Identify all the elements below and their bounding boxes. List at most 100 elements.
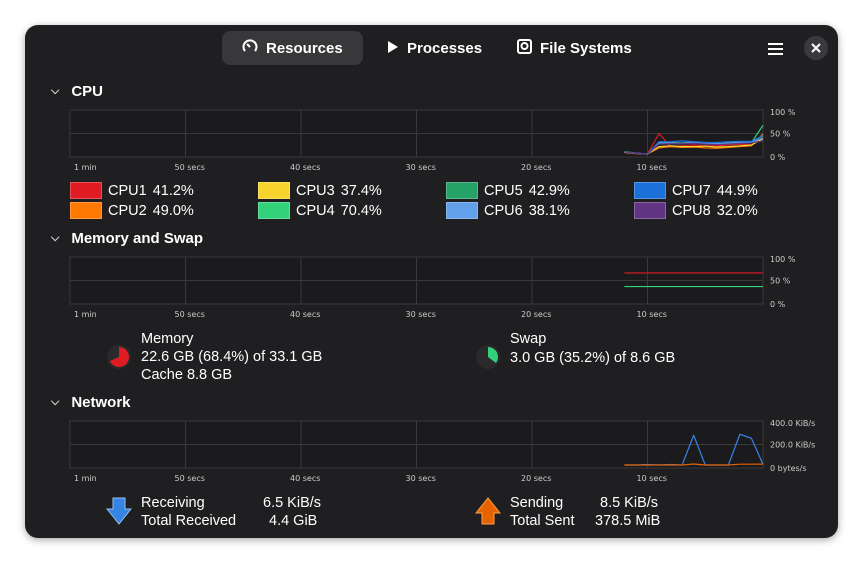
- memory-cache: Cache 8.8 GB: [141, 367, 233, 383]
- time-label: 40 secs: [290, 310, 320, 319]
- sending-value: 8.5 KiB/s: [600, 495, 659, 511]
- time-label: 30 secs: [406, 310, 436, 319]
- time-label: 50 secs: [175, 310, 205, 319]
- total-received-value: 4.4 GiB: [269, 513, 318, 529]
- receiving-info: Receiving Total Received: [141, 494, 236, 530]
- tab-label: File Systems: [540, 39, 632, 57]
- chevron-down-icon: ⌵: [51, 232, 60, 244]
- memory-info: Memory 22.6 GB (68.4%) of 33.1 GB Cache …: [141, 330, 322, 384]
- y-axis-label: 0 %: [770, 300, 786, 309]
- cpu-legend-item: CPU4 70.4%: [258, 202, 382, 219]
- cpu-value: 42.9%: [528, 182, 570, 199]
- receiving-label: Receiving: [141, 495, 205, 511]
- cpu-value: 44.9%: [716, 182, 758, 199]
- play-icon: [387, 40, 399, 57]
- chevron-down-icon: ⌵: [51, 396, 60, 408]
- cpu-value: 37.4%: [340, 182, 382, 199]
- tab-file-systems[interactable]: File Systems: [497, 31, 652, 65]
- cpu-name: CPU3: [296, 182, 335, 199]
- cpu-value: 70.4%: [340, 202, 382, 219]
- time-label: 10 secs: [637, 310, 667, 319]
- section-title: CPU: [71, 83, 104, 100]
- cpu-name: CPU8: [672, 202, 711, 219]
- total-received-label: Total Received: [141, 513, 237, 529]
- cpu-value: 32.0%: [716, 202, 758, 219]
- cpu-legend-item: CPU6 38.1%: [446, 202, 570, 219]
- close-icon: [811, 43, 821, 53]
- network-graph: 1 min 50 secs 40 secs 30 secs 20 secs 10 secs…: [69, 419, 815, 483]
- cpu-legend-item: CPU5 42.9%: [446, 182, 570, 199]
- cpu-name: CPU4: [296, 202, 335, 219]
- receiving-values: 6.5 KiB/s 4.4 GiB: [263, 494, 321, 530]
- sending-line: [624, 463, 764, 466]
- tab-label: Resources: [266, 39, 343, 57]
- cpu-name: CPU6: [484, 202, 523, 219]
- cpu-legend-item: CPU3 37.4%: [258, 182, 382, 199]
- disk-icon: [517, 38, 532, 58]
- time-label: 10 secs: [637, 474, 667, 483]
- time-label: 1 min: [74, 163, 97, 172]
- y-axis-label: 50 %: [770, 130, 791, 139]
- color-swatch[interactable]: [258, 182, 290, 199]
- color-swatch[interactable]: [634, 182, 666, 199]
- speedometer-icon: [242, 38, 258, 58]
- tab-label: Processes: [407, 39, 483, 57]
- cpu8-line: [624, 140, 764, 155]
- cpu-name: CPU7: [672, 182, 711, 199]
- memory-usage: 22.6 GB (68.4%) of 33.1 GB: [141, 349, 323, 365]
- color-swatch[interactable]: [70, 182, 102, 199]
- chevron-down-icon: ⌵: [51, 85, 60, 97]
- receiving-value: 6.5 KiB/s: [263, 495, 322, 511]
- color-swatch[interactable]: [258, 202, 290, 219]
- time-label: 30 secs: [406, 474, 436, 483]
- section-title: Network: [71, 394, 131, 411]
- cpu-value: 41.2%: [152, 182, 194, 199]
- time-label: 1 min: [74, 474, 97, 483]
- section-title: Memory and Swap: [71, 230, 204, 247]
- time-label: 10 secs: [637, 163, 667, 172]
- time-label: 40 secs: [290, 163, 320, 172]
- hamburger-menu-icon: [767, 42, 783, 55]
- time-label: 50 secs: [175, 474, 205, 483]
- cpu-graph: 1 min 50 secs 40 secs 30 secs 20 secs 10 secs…: [69, 108, 796, 172]
- cpu-name: CPU1: [108, 182, 147, 199]
- cpu-value: 38.1%: [528, 202, 570, 219]
- graphs: 1 min 50 secs 40 secs 30 secs 20 secs 10 secs…: [69, 108, 815, 483]
- time-label: 40 secs: [290, 474, 320, 483]
- system-monitor-window: Resources Processes File Systems ⌵ CPU ⌵ M…: [25, 25, 838, 538]
- sending-label: Sending: [510, 495, 564, 511]
- time-label: 30 secs: [406, 163, 436, 172]
- time-label: 20 secs: [521, 310, 551, 319]
- cpu-legend-item: CPU8 32.0%: [634, 202, 758, 219]
- total-sent-label: Total Sent: [510, 513, 575, 529]
- swap-pie-icon: [476, 345, 500, 369]
- network-section-header[interactable]: ⌵ Network: [51, 394, 131, 411]
- swap-usage: 3.0 GB (35.2%) of 8.6 GB: [510, 350, 676, 366]
- y-axis-label: 200.0 KiB/s: [770, 441, 815, 450]
- time-label: 1 min: [74, 310, 97, 319]
- cpu-legend-item: CPU2 49.0%: [70, 202, 194, 219]
- tab-processes[interactable]: Processes: [367, 31, 502, 65]
- y-axis-label: 100 %: [770, 255, 796, 264]
- cpu-name: CPU2: [108, 202, 147, 219]
- time-label: 20 secs: [521, 474, 551, 483]
- upload-arrow-icon: [475, 497, 501, 525]
- sending-values: 8.5 KiB/s 378.5 MiB: [595, 494, 660, 530]
- cpu-name: CPU5: [484, 182, 523, 199]
- cpu-section-header[interactable]: ⌵ CPU: [51, 83, 103, 100]
- memory-section-header[interactable]: ⌵ Memory and Swap: [51, 230, 203, 247]
- cpu-legend-item: CPU1 41.2%: [70, 182, 194, 199]
- main-menu-button[interactable]: [762, 37, 788, 59]
- color-swatch[interactable]: [634, 202, 666, 219]
- color-swatch[interactable]: [70, 202, 102, 219]
- time-label: 20 secs: [521, 163, 551, 172]
- y-axis-label: 50 %: [770, 277, 791, 286]
- close-button[interactable]: [804, 36, 828, 60]
- total-sent-value: 378.5 MiB: [595, 513, 661, 529]
- tab-resources[interactable]: Resources: [222, 31, 363, 65]
- memory-label: Memory: [141, 331, 194, 347]
- memory-graph: 1 min 50 secs 40 secs 30 secs 20 secs 10 secs…: [69, 255, 796, 319]
- y-axis-label: 0 %: [770, 153, 786, 162]
- color-swatch[interactable]: [446, 182, 478, 199]
- color-swatch[interactable]: [446, 202, 478, 219]
